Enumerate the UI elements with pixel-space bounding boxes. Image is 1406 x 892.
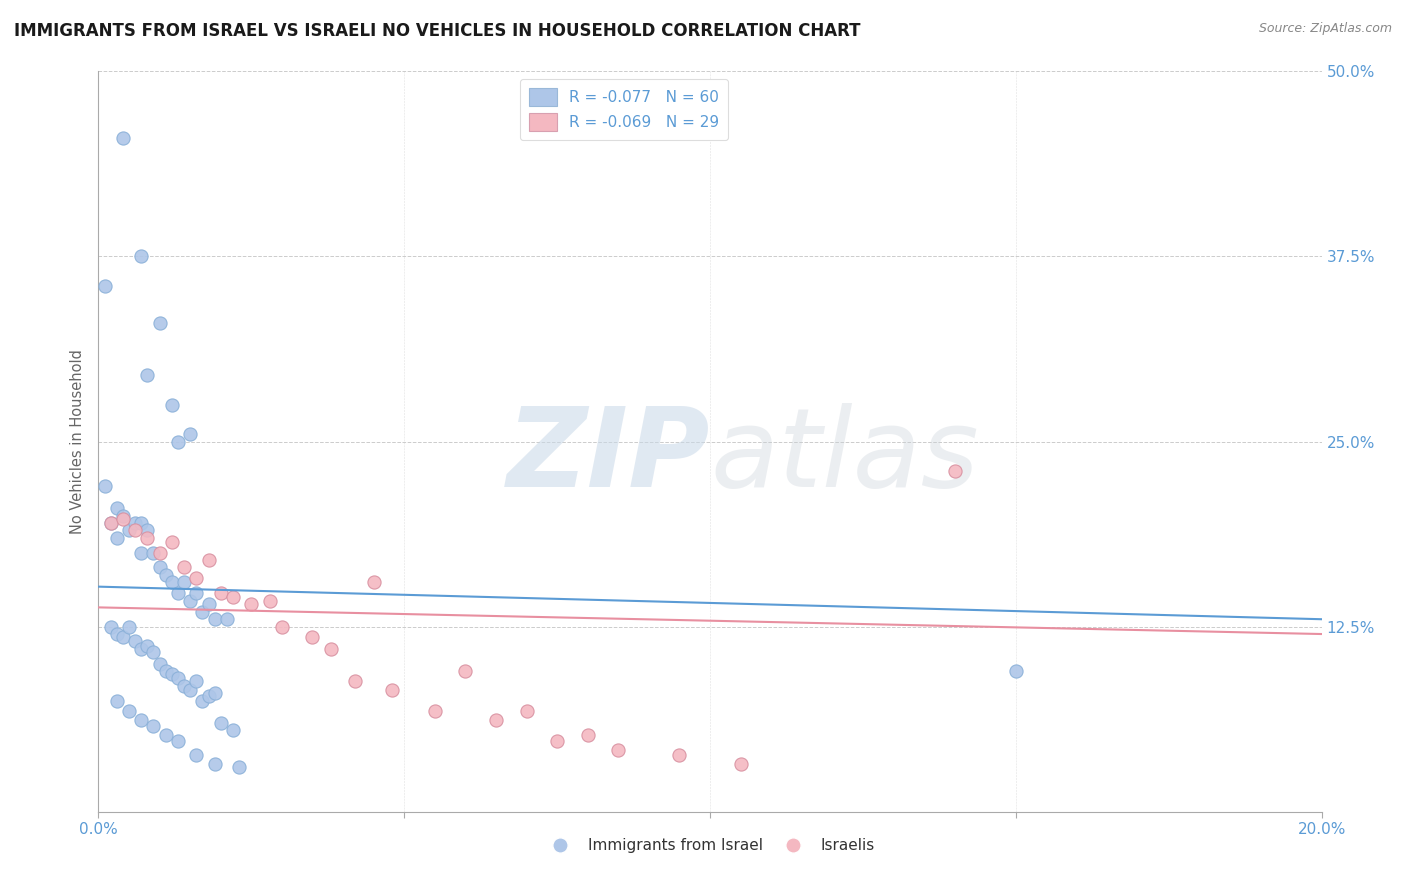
Point (105, 694, 128, 708)
Point (129, 713, 152, 727)
Point (485, 713, 508, 727)
Point (93, 479, 115, 493)
Point (191, 605, 214, 619)
Point (160, 398, 183, 412)
Point (179, 683, 201, 698)
Point (576, 728, 599, 742)
Point (129, 516, 152, 530)
Point (160, 535, 183, 549)
Point (179, 427, 201, 442)
Point (129, 546, 152, 560)
Point (222, 590, 245, 604)
Point (179, 594, 201, 608)
Point (344, 674, 367, 689)
Point (668, 748, 690, 763)
Point (149, 657, 172, 671)
Point (118, 619, 141, 633)
Point (197, 553, 219, 567)
Point (186, 674, 208, 689)
Point (319, 641, 342, 656)
Point (142, 546, 165, 560)
Point (167, 434, 190, 449)
Point (167, 672, 190, 686)
Point (149, 316, 172, 330)
Point (105, 531, 128, 545)
Text: Source: ZipAtlas.com: Source: ZipAtlas.com (1258, 22, 1392, 36)
Point (454, 664, 477, 678)
Point (93, 279, 115, 293)
Y-axis label: No Vehicles in Household: No Vehicles in Household (70, 349, 86, 534)
Point (215, 612, 238, 626)
Point (142, 719, 165, 733)
Point (129, 641, 152, 656)
Point (105, 627, 128, 641)
Point (124, 524, 146, 538)
Point (173, 560, 195, 574)
Point (423, 704, 446, 718)
Point (381, 683, 404, 698)
Point (149, 546, 172, 560)
Point (607, 742, 630, 756)
Point (222, 723, 245, 738)
Point (136, 524, 159, 538)
Point (204, 757, 226, 772)
Point (186, 585, 208, 599)
Point (118, 704, 141, 718)
Point (149, 560, 172, 574)
Point (240, 598, 263, 612)
Point (167, 585, 190, 599)
Point (105, 501, 128, 516)
Point (155, 728, 177, 742)
Point (167, 733, 190, 747)
Point (1004, 664, 1026, 678)
Point (197, 690, 219, 704)
Point (173, 575, 195, 590)
Point (111, 508, 134, 523)
Legend: Immigrants from Israel, Israelis: Immigrants from Israel, Israelis (538, 832, 882, 860)
Text: atlas: atlas (710, 403, 979, 510)
Point (111, 131, 134, 145)
Point (155, 664, 177, 678)
Point (209, 585, 232, 599)
Text: IMMIGRANTS FROM ISRAEL VS ISRAELI NO VEHICLES IN HOUSEHOLD CORRELATION CHART: IMMIGRANTS FROM ISRAEL VS ISRAELI NO VEH… (14, 22, 860, 40)
Point (155, 567, 177, 582)
Point (124, 516, 146, 530)
Point (100, 516, 122, 530)
Point (160, 575, 183, 590)
Point (173, 679, 195, 693)
Point (228, 760, 250, 774)
Point (136, 639, 159, 653)
Point (142, 645, 165, 659)
Point (160, 667, 183, 681)
Point (191, 694, 214, 708)
Point (204, 686, 226, 700)
Point (124, 634, 146, 648)
Point (100, 619, 122, 633)
Point (197, 598, 219, 612)
Point (136, 368, 159, 382)
Point (118, 524, 141, 538)
Point (136, 531, 159, 545)
Point (186, 748, 208, 763)
Point (204, 612, 226, 626)
Point (129, 250, 152, 264)
Point (100, 516, 122, 530)
Point (546, 733, 568, 747)
Point (209, 715, 232, 730)
Point (730, 757, 752, 772)
Point (301, 630, 323, 644)
Text: ZIP: ZIP (506, 403, 710, 510)
Point (111, 511, 134, 525)
Point (516, 704, 538, 718)
Point (186, 571, 208, 585)
Point (363, 575, 385, 590)
Point (943, 464, 966, 478)
Point (270, 619, 292, 633)
Point (111, 630, 134, 644)
Point (259, 594, 281, 608)
